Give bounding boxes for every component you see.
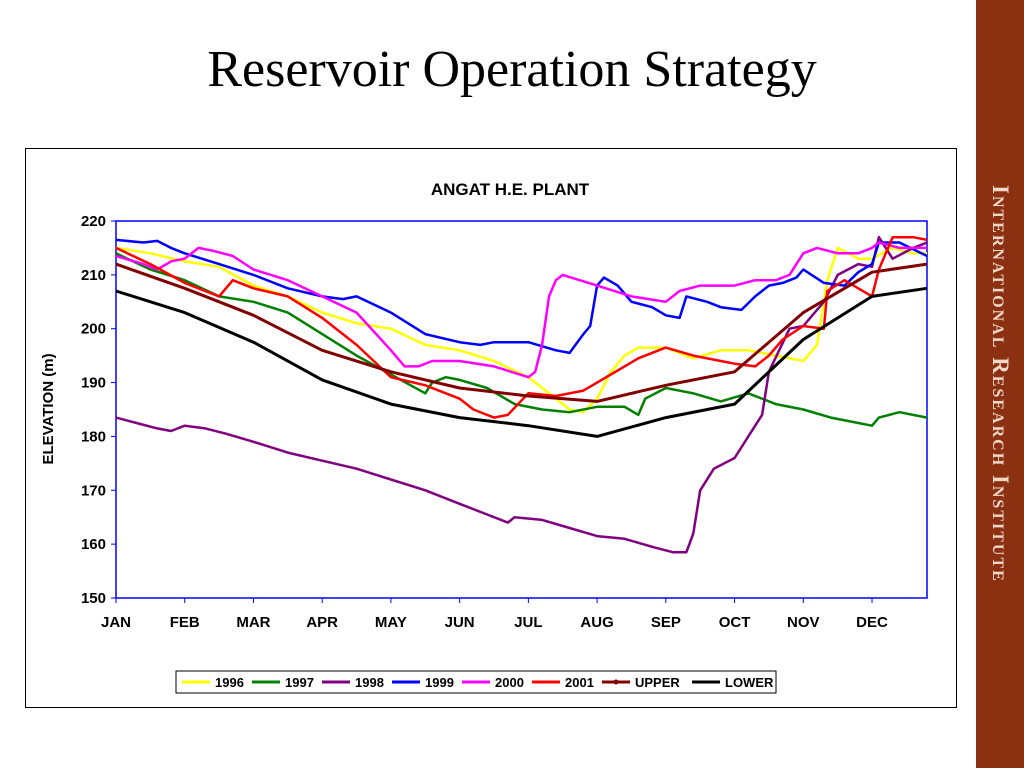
slide-title: Reservoir Operation Strategy	[207, 41, 817, 98]
y-tick-label: 220	[81, 213, 106, 230]
x-tick-label: MAY	[375, 614, 407, 631]
series-line-lower	[115, 286, 928, 438]
y-axis-ticks: 150 160 170 180 190 200 210 220	[81, 213, 116, 607]
series-lines	[115, 235, 928, 554]
legend-marker-upper	[613, 679, 619, 685]
x-tick-label: SEP	[651, 614, 681, 631]
side-banner: International Research Institute	[976, 0, 1024, 768]
x-tick-label: DEC	[856, 614, 888, 631]
legend-label: 1998	[355, 675, 384, 690]
y-tick-label: 180	[81, 428, 106, 445]
x-tick-label: FEB	[170, 614, 200, 631]
legend-label: LOWER	[725, 675, 774, 690]
series-line-1998	[115, 235, 928, 554]
x-tick-label: MAR	[236, 614, 270, 631]
elevation-chart: ANGAT H.E. PLANT ELEVATION (m) 150 160 170…	[40, 180, 928, 694]
x-tick-label: AUG	[580, 614, 613, 631]
series-line-2000	[115, 241, 927, 379]
legend-label: 1996	[215, 675, 244, 690]
x-tick-label: NOV	[787, 614, 820, 631]
y-tick-label: 150	[81, 590, 106, 607]
series-line-1999	[115, 238, 928, 355]
legend-label: 1997	[285, 675, 314, 690]
series-line-1997	[115, 252, 928, 427]
legend-label: 1999	[425, 675, 454, 690]
legend: 1996 1997 1998 1999 2000 2001 UPPER LOWER	[175, 670, 777, 694]
series-line-1996	[115, 246, 927, 414]
x-tick-label: OCT	[719, 614, 751, 631]
y-tick-label: 190	[81, 375, 106, 392]
legend-label: 2001	[565, 675, 594, 690]
series-line-upper	[115, 262, 928, 403]
chart-title: ANGAT H.E. PLANT	[431, 180, 590, 199]
side-banner-text: International Research Institute	[988, 185, 1013, 583]
y-tick-label: 170	[81, 482, 106, 499]
y-tick-label: 160	[81, 536, 106, 553]
legend-label: 2000	[495, 675, 524, 690]
x-axis-ticks: JAN FEB MAR APR MAY JUN JUL AUG SEP OCT NOV DEC	[101, 598, 888, 631]
x-tick-label: JUL	[514, 614, 542, 631]
y-axis-label: ELEVATION (m)	[40, 353, 57, 464]
x-tick-label: JAN	[101, 614, 131, 631]
x-tick-label: APR	[306, 614, 338, 631]
legend-label: UPPER	[635, 675, 680, 690]
y-tick-label: 210	[81, 267, 106, 284]
chart-frame: ANGAT H.E. PLANT ELEVATION (m) 150 160 170…	[25, 148, 957, 708]
x-tick-label: JUN	[445, 614, 475, 631]
y-tick-label: 200	[81, 321, 106, 338]
